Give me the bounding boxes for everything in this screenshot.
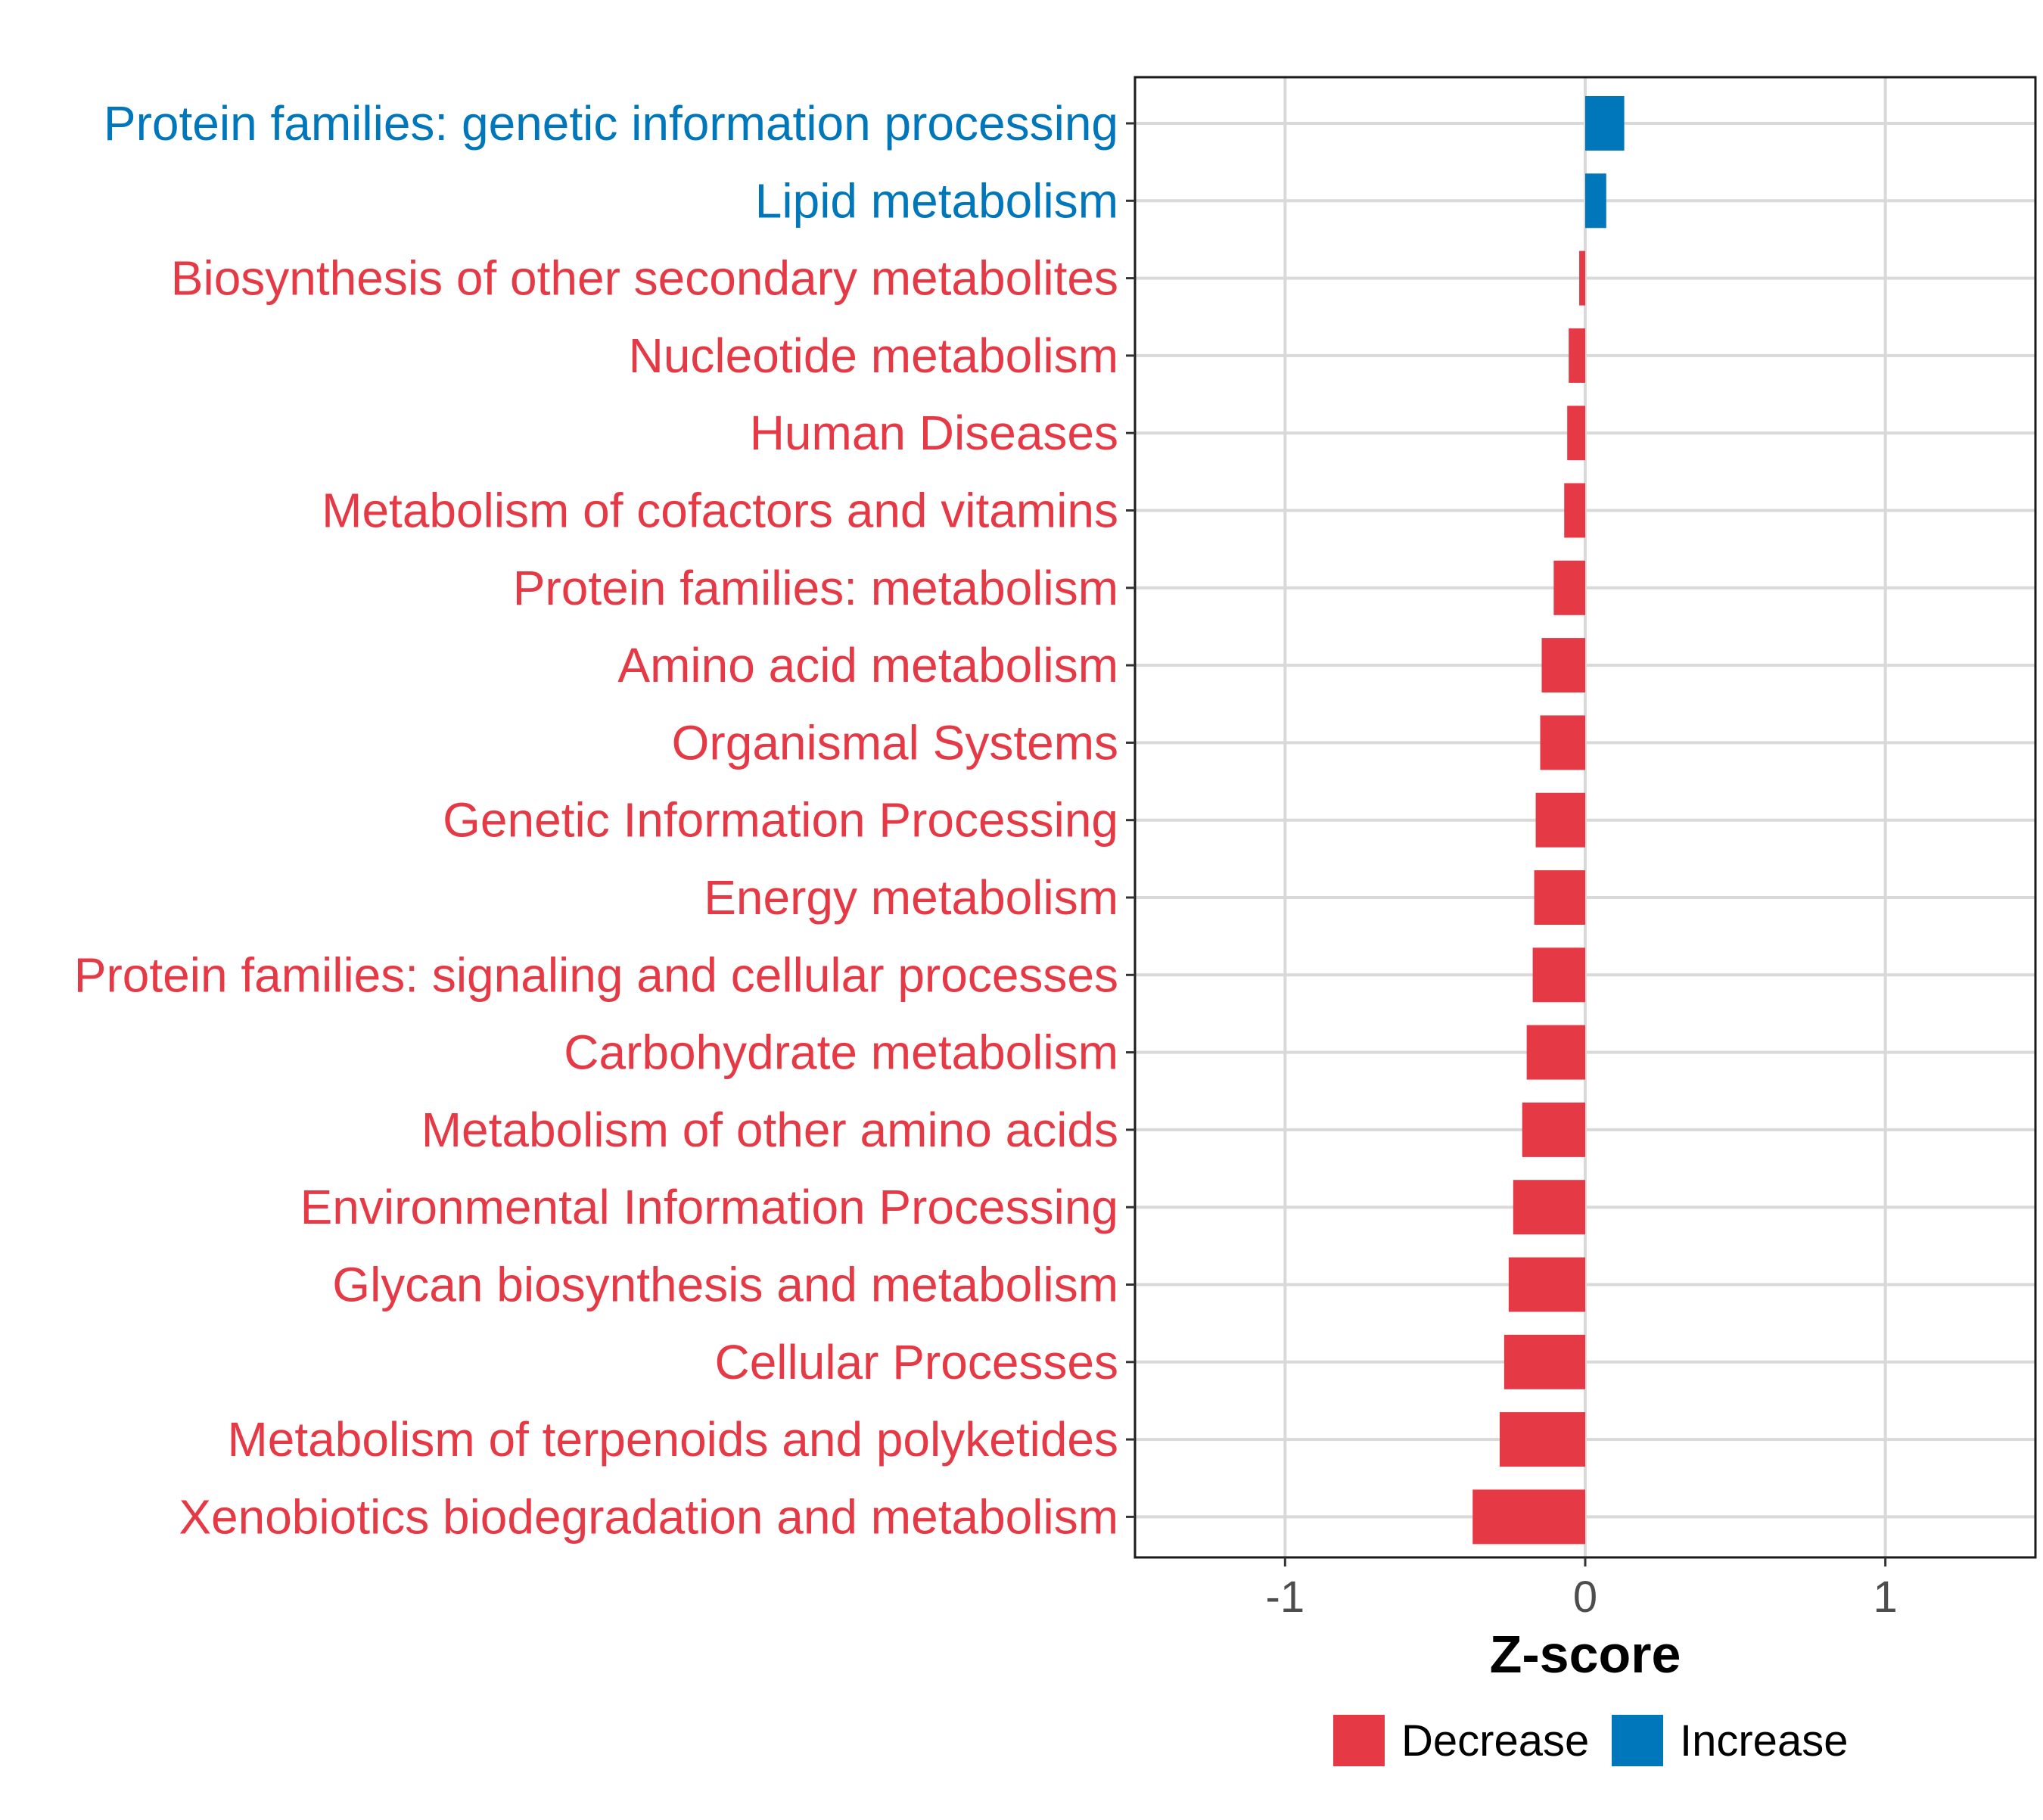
bar [1564, 483, 1585, 538]
bar [1503, 1334, 1585, 1389]
y-tick-label: Protein families: signaling and cellular… [74, 947, 1118, 1002]
y-tick-label: Protein families: metabolism [513, 561, 1118, 615]
bar [1567, 406, 1585, 461]
legend-label-increase: Increase [1680, 1716, 1848, 1766]
bar [1532, 947, 1585, 1003]
bar [1472, 1489, 1585, 1545]
bar [1535, 792, 1585, 848]
bar [1569, 328, 1585, 383]
y-tick-label: Energy metabolism [704, 870, 1118, 925]
bar [1541, 638, 1585, 693]
y-tick-label: Organismal Systems [672, 715, 1118, 770]
y-tick-label: Nucleotide metabolism [629, 328, 1118, 383]
bar [1522, 1102, 1585, 1157]
bar [1513, 1180, 1585, 1235]
bars [1472, 96, 1625, 1545]
x-tick-label: -1 [1266, 1573, 1305, 1622]
y-tick-label: Amino acid metabolism [617, 638, 1118, 692]
x-axis: -1 0 1 [1266, 1557, 1898, 1622]
y-tick-label: Glycan biosynthesis and metabolism [332, 1258, 1118, 1312]
bar [1508, 1257, 1585, 1312]
bar [1585, 96, 1625, 151]
y-tick-label: Biosynthesis of other secondary metaboli… [171, 251, 1118, 306]
y-tick-label: Environmental Information Processing [300, 1180, 1118, 1234]
x-tick-label: 0 [1573, 1573, 1597, 1622]
y-tick-label: Genetic Information Processing [443, 793, 1118, 848]
bar [1499, 1412, 1585, 1467]
x-tick-label: 1 [1874, 1573, 1898, 1622]
bar [1585, 173, 1606, 229]
y-tick-label: Carbohydrate metabolism [564, 1025, 1118, 1080]
y-tick-label: Metabolism of cofactors and vitamins [322, 484, 1118, 538]
bar [1553, 560, 1585, 615]
bar [1534, 870, 1585, 925]
y-tick-label: Cellular Processes [714, 1335, 1118, 1389]
bar [1540, 715, 1585, 770]
x-axis-title: Z-score [1490, 1625, 1681, 1684]
y-tick-label: Metabolism of other amino acids [421, 1103, 1118, 1157]
y-axis: Protein families: genetic information pr… [74, 96, 1135, 1544]
legend: Decrease Increase [1333, 1715, 1848, 1766]
bar [1579, 250, 1585, 306]
y-tick-label: Xenobiotics biodegradation and metabolis… [179, 1489, 1118, 1544]
y-tick-label: Protein families: genetic information pr… [104, 96, 1118, 151]
y-tick-label: Metabolism of terpenoids and polyketides [227, 1412, 1118, 1467]
y-tick-label: Lipid metabolism [755, 173, 1118, 228]
y-tick-label: Human Diseases [750, 406, 1118, 460]
legend-key-increase [1612, 1715, 1663, 1766]
legend-label-decrease: Decrease [1401, 1716, 1589, 1766]
legend-key-decrease [1333, 1715, 1385, 1766]
bar [1526, 1025, 1585, 1080]
